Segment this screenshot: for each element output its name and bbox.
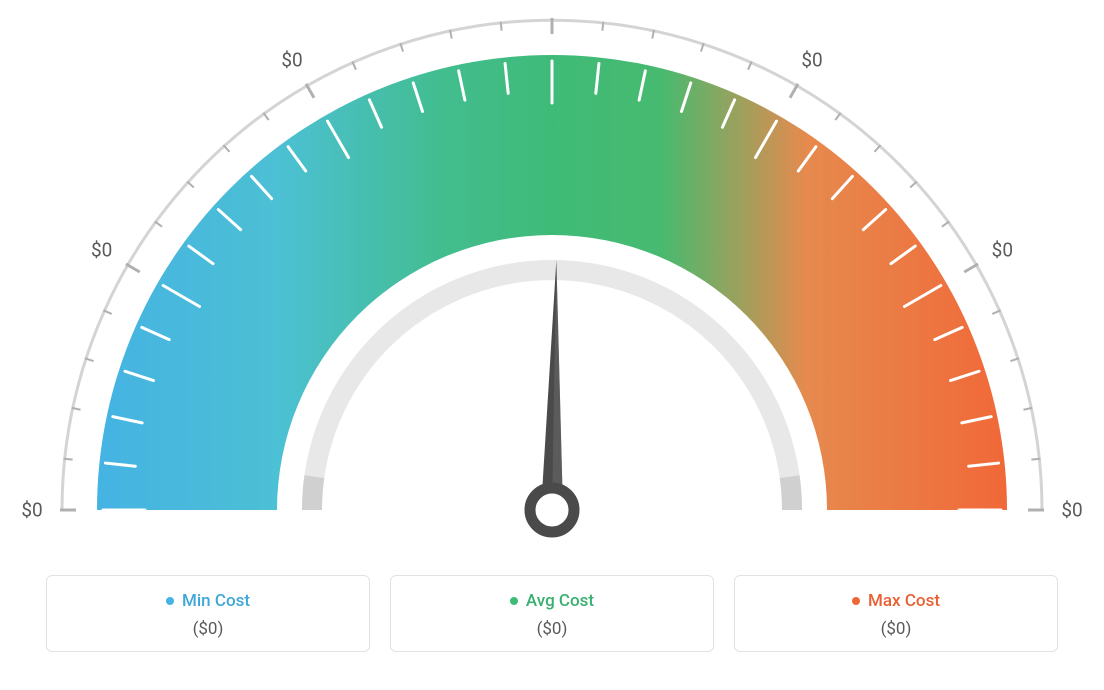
gauge-minor-tick-outer (501, 22, 502, 31)
gauge-minor-tick-outer (1031, 459, 1040, 460)
gauge-tick-label: $0 (281, 48, 302, 71)
gauge-minor-tick-outer (875, 145, 881, 152)
gauge-tick-label: $0 (801, 48, 822, 71)
gauge-inner-ring-cap-right (780, 475, 802, 510)
gauge-major-tick (790, 84, 798, 98)
gauge-tick-label: $0 (541, 0, 562, 2)
gauge-tick-label: $0 (1061, 499, 1082, 522)
legend-card: Min Cost ($0) (46, 575, 370, 652)
gauge-major-tick (964, 264, 978, 272)
legend-value: ($0) (743, 619, 1049, 639)
gauge-minor-tick-outer (187, 181, 194, 187)
gauge-minor-tick-outer (223, 145, 229, 152)
legend-dot-icon (166, 597, 174, 605)
legend-label: Avg Cost (510, 591, 594, 611)
gauge-minor-tick-outer (602, 22, 603, 31)
gauge-major-tick (126, 264, 140, 272)
legend-card: Avg Cost ($0) (390, 575, 714, 652)
legend-label: Min Cost (166, 591, 250, 611)
gauge-inner-ring-cap-left (302, 475, 324, 510)
legend-dot-icon (510, 597, 518, 605)
legend-label: Max Cost (852, 591, 940, 611)
gauge-needle-hub (530, 488, 574, 532)
legend-value: ($0) (399, 619, 705, 639)
gauge-minor-tick-outer (910, 181, 917, 187)
gauge-major-tick (306, 84, 314, 98)
gauge-tick-label: $0 (21, 499, 42, 522)
gauge-minor-tick-outer (64, 459, 73, 460)
legend-dot-icon (852, 597, 860, 605)
legend-label-text: Avg Cost (526, 591, 594, 611)
legend-label-text: Max Cost (868, 591, 940, 611)
legend-card: Max Cost ($0) (734, 575, 1058, 652)
legend-row: Min Cost ($0) Avg Cost ($0) Max Cost ($0) (46, 575, 1058, 652)
legend-value: ($0) (55, 619, 361, 639)
gauge-tick-label: $0 (91, 239, 112, 262)
gauge-tick-label: $0 (992, 239, 1013, 262)
legend-label-text: Min Cost (182, 591, 250, 611)
